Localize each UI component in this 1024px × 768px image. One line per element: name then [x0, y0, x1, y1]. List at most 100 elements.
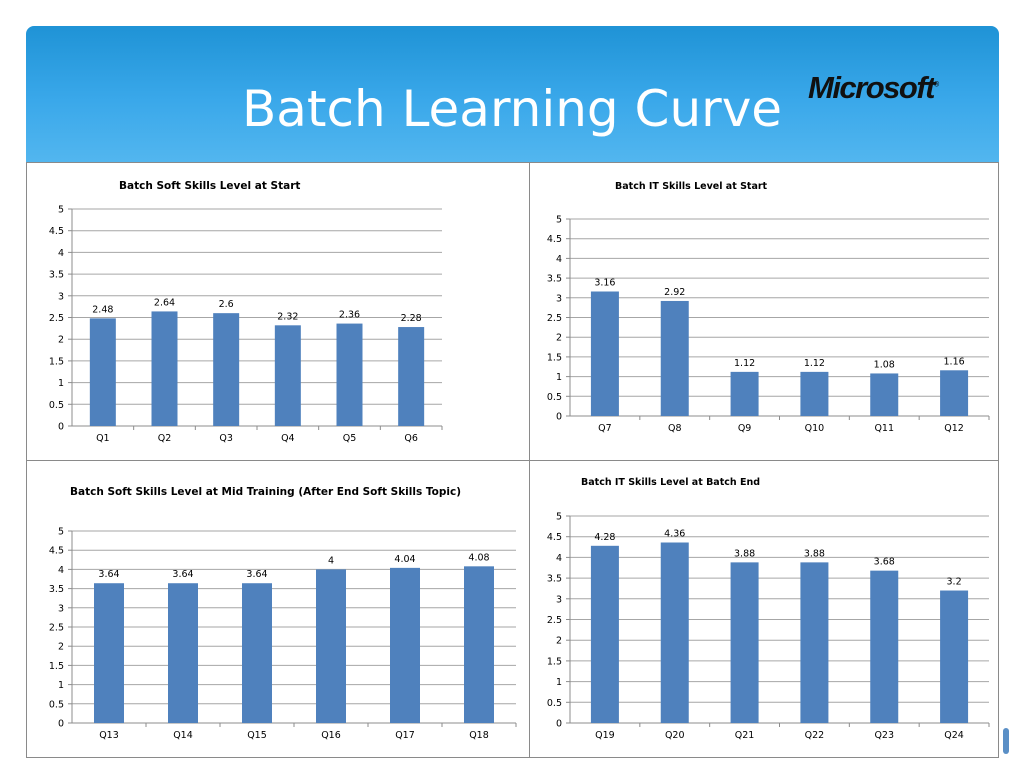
y-tick-label: 3	[556, 594, 562, 605]
bar-chart-svg: Batch IT Skills Level at Start 0 0.5 1 1.5 2 2…	[547, 181, 990, 434]
x-tick-label: Q19	[595, 730, 615, 741]
bar	[213, 313, 240, 426]
bar	[316, 569, 346, 723]
data-label: 4.36	[664, 528, 685, 539]
data-label: 1.08	[874, 359, 895, 370]
x-tick-label: Q8	[668, 423, 682, 434]
y-tick-label: 1	[58, 378, 64, 389]
data-label: 3.88	[734, 548, 755, 559]
y-tick-label: 3	[58, 291, 64, 302]
y-tick-label: 3.5	[49, 584, 64, 595]
decorative-edge-mark	[1003, 728, 1009, 754]
y-tick-label: 3	[58, 603, 64, 614]
y-tick-label: 5	[58, 527, 64, 538]
x-tick-label: Q7	[598, 423, 612, 434]
slide-header	[26, 26, 999, 162]
bar	[730, 562, 759, 723]
x-tick-label: Q16	[321, 730, 341, 741]
data-label: 3.64	[172, 569, 193, 580]
y-tick-label: 4.5	[547, 532, 562, 543]
data-label: 2.36	[339, 310, 360, 321]
y-tick-label: 1.5	[49, 661, 64, 672]
y-tick-label: 2	[58, 335, 64, 346]
bar-chart-svg: Batch Soft Skills Level at Start 0 0.5 1 1.5…	[49, 180, 443, 444]
y-tick-label: 0	[556, 719, 562, 730]
x-tick-label: Q9	[738, 423, 752, 434]
y-tick-label: 0	[556, 412, 562, 423]
bar	[590, 291, 619, 416]
data-label: 1.12	[804, 358, 825, 369]
bar	[274, 325, 301, 426]
chart-title: Batch IT Skills Level at Batch End	[581, 477, 760, 488]
data-label: 3.2	[947, 577, 962, 588]
chart-panel-soft-start: Batch Soft Skills Level at Start 0 0.5 1 1.5…	[26, 162, 530, 461]
bar	[660, 542, 689, 723]
bar	[940, 590, 969, 723]
data-label: 4	[328, 555, 334, 566]
x-tick-label: Q6	[404, 433, 418, 444]
x-tick-label: Q18	[469, 730, 489, 741]
y-tick-label: 0.5	[547, 698, 562, 709]
bar	[242, 583, 272, 723]
x-tick-label: Q12	[944, 423, 964, 434]
y-tick-label: 2	[556, 333, 562, 344]
data-label: 1.16	[944, 356, 965, 367]
bar	[870, 570, 899, 723]
x-tick-label: Q22	[805, 730, 825, 741]
bar	[800, 371, 829, 416]
data-label: 2.32	[277, 311, 298, 322]
data-label: 4.28	[594, 532, 615, 543]
data-label: 2.28	[401, 313, 422, 324]
x-tick-label: Q14	[173, 730, 193, 741]
chart-title: Batch Soft Skills Level at Start	[119, 180, 300, 192]
x-tick-label: Q20	[665, 730, 685, 741]
x-tick-label: Q24	[944, 730, 964, 741]
bar	[464, 566, 494, 723]
bar	[151, 311, 178, 426]
y-tick-label: 3.5	[547, 274, 562, 285]
x-tick-label: Q4	[281, 433, 295, 444]
data-label: 2.92	[664, 287, 685, 298]
y-tick-label: 1	[556, 677, 562, 688]
y-tick-label: 5	[58, 205, 64, 216]
x-tick-label: Q1	[96, 433, 110, 444]
data-label: 1.12	[734, 358, 755, 369]
y-tick-label: 5	[556, 512, 562, 523]
x-tick-label: Q11	[874, 423, 894, 434]
y-tick-label: 2	[58, 642, 64, 653]
y-tick-label: 3.5	[547, 574, 562, 585]
data-label: 4.04	[394, 554, 415, 565]
chart-panel-it-start: Batch IT Skills Level at Start 0 0.5 1 1.5 2 2…	[529, 162, 999, 461]
chart-title: Batch Soft Skills Level at Mid Training …	[70, 486, 461, 498]
chart-title: Batch IT Skills Level at Start	[615, 181, 768, 192]
bar	[800, 562, 829, 723]
y-tick-label: 1.5	[49, 356, 64, 367]
x-tick-label: Q17	[395, 730, 415, 741]
y-tick-label: 4	[556, 553, 562, 564]
bar	[870, 373, 899, 416]
y-tick-label: 1	[556, 372, 562, 383]
x-tick-label: Q5	[343, 433, 357, 444]
y-tick-label: 2.5	[547, 615, 562, 626]
bar	[390, 567, 420, 723]
data-label: 2.6	[219, 299, 234, 310]
data-label: 2.48	[92, 304, 113, 315]
y-tick-label: 4	[58, 565, 64, 576]
y-tick-label: 1.5	[547, 656, 562, 667]
y-tick-label: 4.5	[547, 234, 562, 245]
y-tick-label: 3	[556, 293, 562, 304]
y-tick-label: 0.5	[49, 699, 64, 710]
y-tick-label: 0.5	[547, 392, 562, 403]
y-tick-label: 0.5	[49, 400, 64, 411]
y-tick-label: 0	[58, 719, 64, 730]
slide-title: Batch Learning Curve	[241, 80, 783, 138]
chart-panel-it-end: Batch IT Skills Level at Batch End 0 0.5 1 1…	[529, 460, 999, 758]
chart-grid: Batch Soft Skills Level at Start 0 0.5 1 1.5…	[26, 162, 999, 758]
y-tick-label: 1	[58, 680, 64, 691]
bar	[590, 545, 619, 723]
x-tick-label: Q10	[805, 423, 825, 434]
microsoft-logo: Microsoft®	[808, 70, 940, 105]
x-tick-label: Q13	[99, 730, 119, 741]
bar-chart-svg: Batch IT Skills Level at Batch End 0 0.5 1 1…	[547, 477, 990, 741]
bar	[336, 323, 363, 426]
